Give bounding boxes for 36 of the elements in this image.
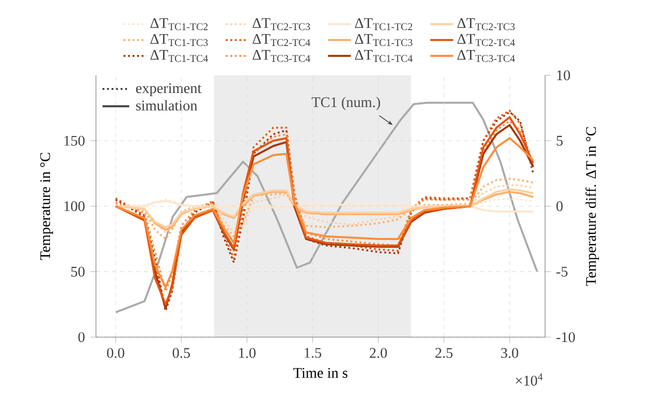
legend-label: ΔT$_{TC2-TC3}$ (252, 18, 310, 30)
y-tick-label: 100 (64, 201, 85, 212)
annotation: TC1 (num.) (312, 96, 380, 110)
x-tick-label: 1.5 (304, 348, 322, 358)
y2-tick-label: -10 (556, 332, 575, 342)
y2-tick-label: 0 (556, 201, 563, 212)
y2-tick-label: 5 (556, 136, 563, 146)
x-tick-label: 2.5 (435, 348, 453, 358)
x-tick-label: 3.0 (501, 348, 518, 358)
legend-label: ΔT$_{TC3-TC4}$ (252, 50, 310, 62)
annotation: simulation (136, 100, 198, 110)
legend-label: ΔT$_{TC1-TC4}$ (150, 50, 208, 62)
annotation: experiment (136, 83, 202, 96)
x-tick-label: 1.0 (239, 348, 256, 358)
y-tick-label: 0 (78, 332, 85, 342)
line-series (114, 178, 534, 240)
legend-label: ΔT$_{TC2-TC3}$ (457, 18, 515, 30)
x-axis-title: Time in s (293, 368, 348, 378)
legend-label: ΔT$_{TC2-TC4}$ (252, 34, 310, 46)
legend-label: ΔT$_{TC1-TC3}$ (355, 34, 412, 46)
x-tick-label: 0.5 (172, 348, 190, 358)
y2-axis-title: Temperature diff. ΔT in °C (585, 127, 599, 286)
legend-label: ΔT$_{TC2-TC4}$ (457, 34, 515, 46)
x-tick-label: 0.0 (107, 348, 124, 358)
y2-tick-label: 10 (557, 70, 570, 80)
x-tick-label: 2.0 (370, 348, 387, 358)
y-tick-label: 150 (64, 136, 85, 146)
legend-label: ΔT$_{TC3-TC4}$ (457, 50, 515, 62)
text: ×10$^{4}$ (516, 373, 543, 386)
legend-label: ΔT$_{TC1-TC4}$ (355, 50, 413, 62)
y-axis-title: Temperature in °C (40, 152, 54, 260)
legend-label: ΔT$_{TC1-TC3}$ (150, 34, 208, 46)
y-tick-label: 50 (71, 266, 85, 277)
y2-tick-label: -5 (556, 266, 568, 277)
legend-label: ΔT$_{TC1-TC2}$ (355, 18, 412, 30)
legend-label: ΔT$_{TC1-TC2}$ (150, 18, 208, 30)
